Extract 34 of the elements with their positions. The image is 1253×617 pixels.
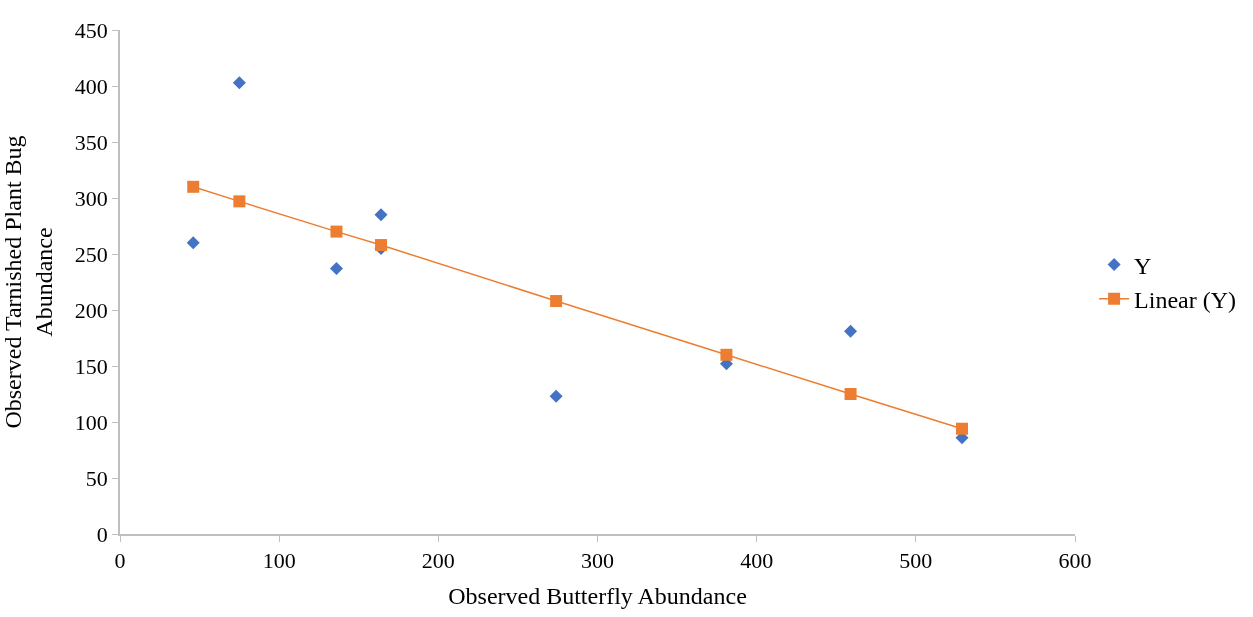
point <box>720 348 733 361</box>
point <box>550 295 563 308</box>
x-tick-label: 200 <box>421 548 455 574</box>
legend-label: Linear (Y) <box>1134 287 1237 314</box>
x-tick-label: 600 <box>1058 548 1092 574</box>
point <box>955 422 968 435</box>
x-axis-title: Observed Butterfly Abundance <box>448 582 747 609</box>
y-tick-label: 400 <box>74 73 108 99</box>
x-tick-label: 0 <box>114 548 126 574</box>
y-tick-label: 150 <box>74 353 108 379</box>
point <box>187 180 200 193</box>
y-tick-label: 450 <box>74 17 108 43</box>
point <box>233 195 246 208</box>
y-axis-title: Observed Tarnished Plant Bug Abundance <box>0 135 58 429</box>
point <box>330 225 343 238</box>
x-tick-label: 100 <box>262 548 296 574</box>
y-tick-label: 0 <box>96 521 108 547</box>
point <box>186 236 200 250</box>
point <box>549 389 563 403</box>
point <box>329 262 343 276</box>
x-tick-label: 300 <box>581 548 614 574</box>
legend-label: Y <box>1134 252 1152 279</box>
y-tick-label: 200 <box>74 297 108 323</box>
y-tick-label: 250 <box>74 241 108 267</box>
point <box>374 208 388 222</box>
y-tick-label: 50 <box>85 465 108 491</box>
point <box>844 388 857 400</box>
y-tick-label: 300 <box>74 185 108 211</box>
y-tick-label: 350 <box>74 129 108 155</box>
point <box>844 324 858 338</box>
x-tick-label: 500 <box>899 548 933 574</box>
point <box>232 76 246 90</box>
y-tick-label: 100 <box>74 409 108 435</box>
x-tick-label: 400 <box>740 548 774 574</box>
